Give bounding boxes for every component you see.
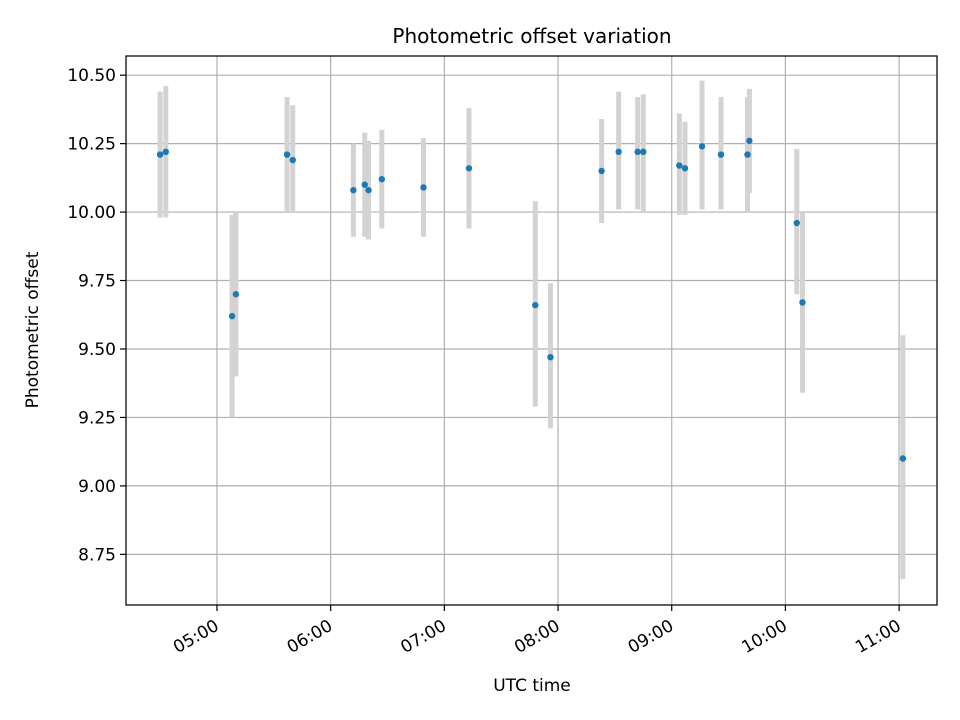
data-point [361, 181, 368, 188]
data-point [634, 148, 641, 156]
data-point [899, 455, 907, 462]
y-axis-ticks: 8.75 9.00 9.25 9.50 9.75 10.00 10.25 10.50 [67, 66, 126, 565]
y-tick-label: 9.75 [78, 272, 116, 292]
data-point [744, 151, 751, 158]
data-point [156, 151, 164, 158]
y-axis-title: Photometric offset [23, 251, 43, 408]
y-tick-label: 9.00 [78, 477, 116, 497]
data-point [289, 156, 296, 164]
data-point [676, 162, 683, 169]
data-points [156, 137, 907, 462]
y-tick-label: 10.25 [67, 135, 116, 155]
data-point [640, 148, 647, 156]
data-point [681, 165, 689, 172]
data-point [746, 137, 753, 145]
y-tick-label: 8.75 [78, 545, 116, 565]
y-tick-label: 9.25 [78, 408, 116, 428]
chart-title: Photometric offset variation [392, 24, 671, 48]
data-point [232, 291, 240, 298]
data-point [532, 301, 539, 309]
data-point [162, 148, 169, 156]
y-tick-label: 9.50 [78, 340, 116, 360]
y-tick-label: 10.50 [67, 66, 116, 86]
data-point [283, 151, 291, 158]
data-point [793, 219, 800, 227]
data-point [228, 312, 236, 320]
y-tick-label: 10.00 [67, 203, 116, 223]
plot-frame [125, 55, 938, 606]
data-point [547, 353, 554, 361]
data-point [365, 186, 372, 194]
data-point [698, 143, 706, 150]
data-point [350, 186, 357, 194]
data-point [420, 184, 427, 191]
data-point [799, 299, 806, 306]
data-point [615, 148, 622, 156]
data-point [717, 151, 725, 158]
data-point [465, 165, 473, 172]
x-axis-title: UTC time [493, 676, 571, 696]
data-point [378, 176, 386, 183]
data-point [598, 167, 605, 175]
